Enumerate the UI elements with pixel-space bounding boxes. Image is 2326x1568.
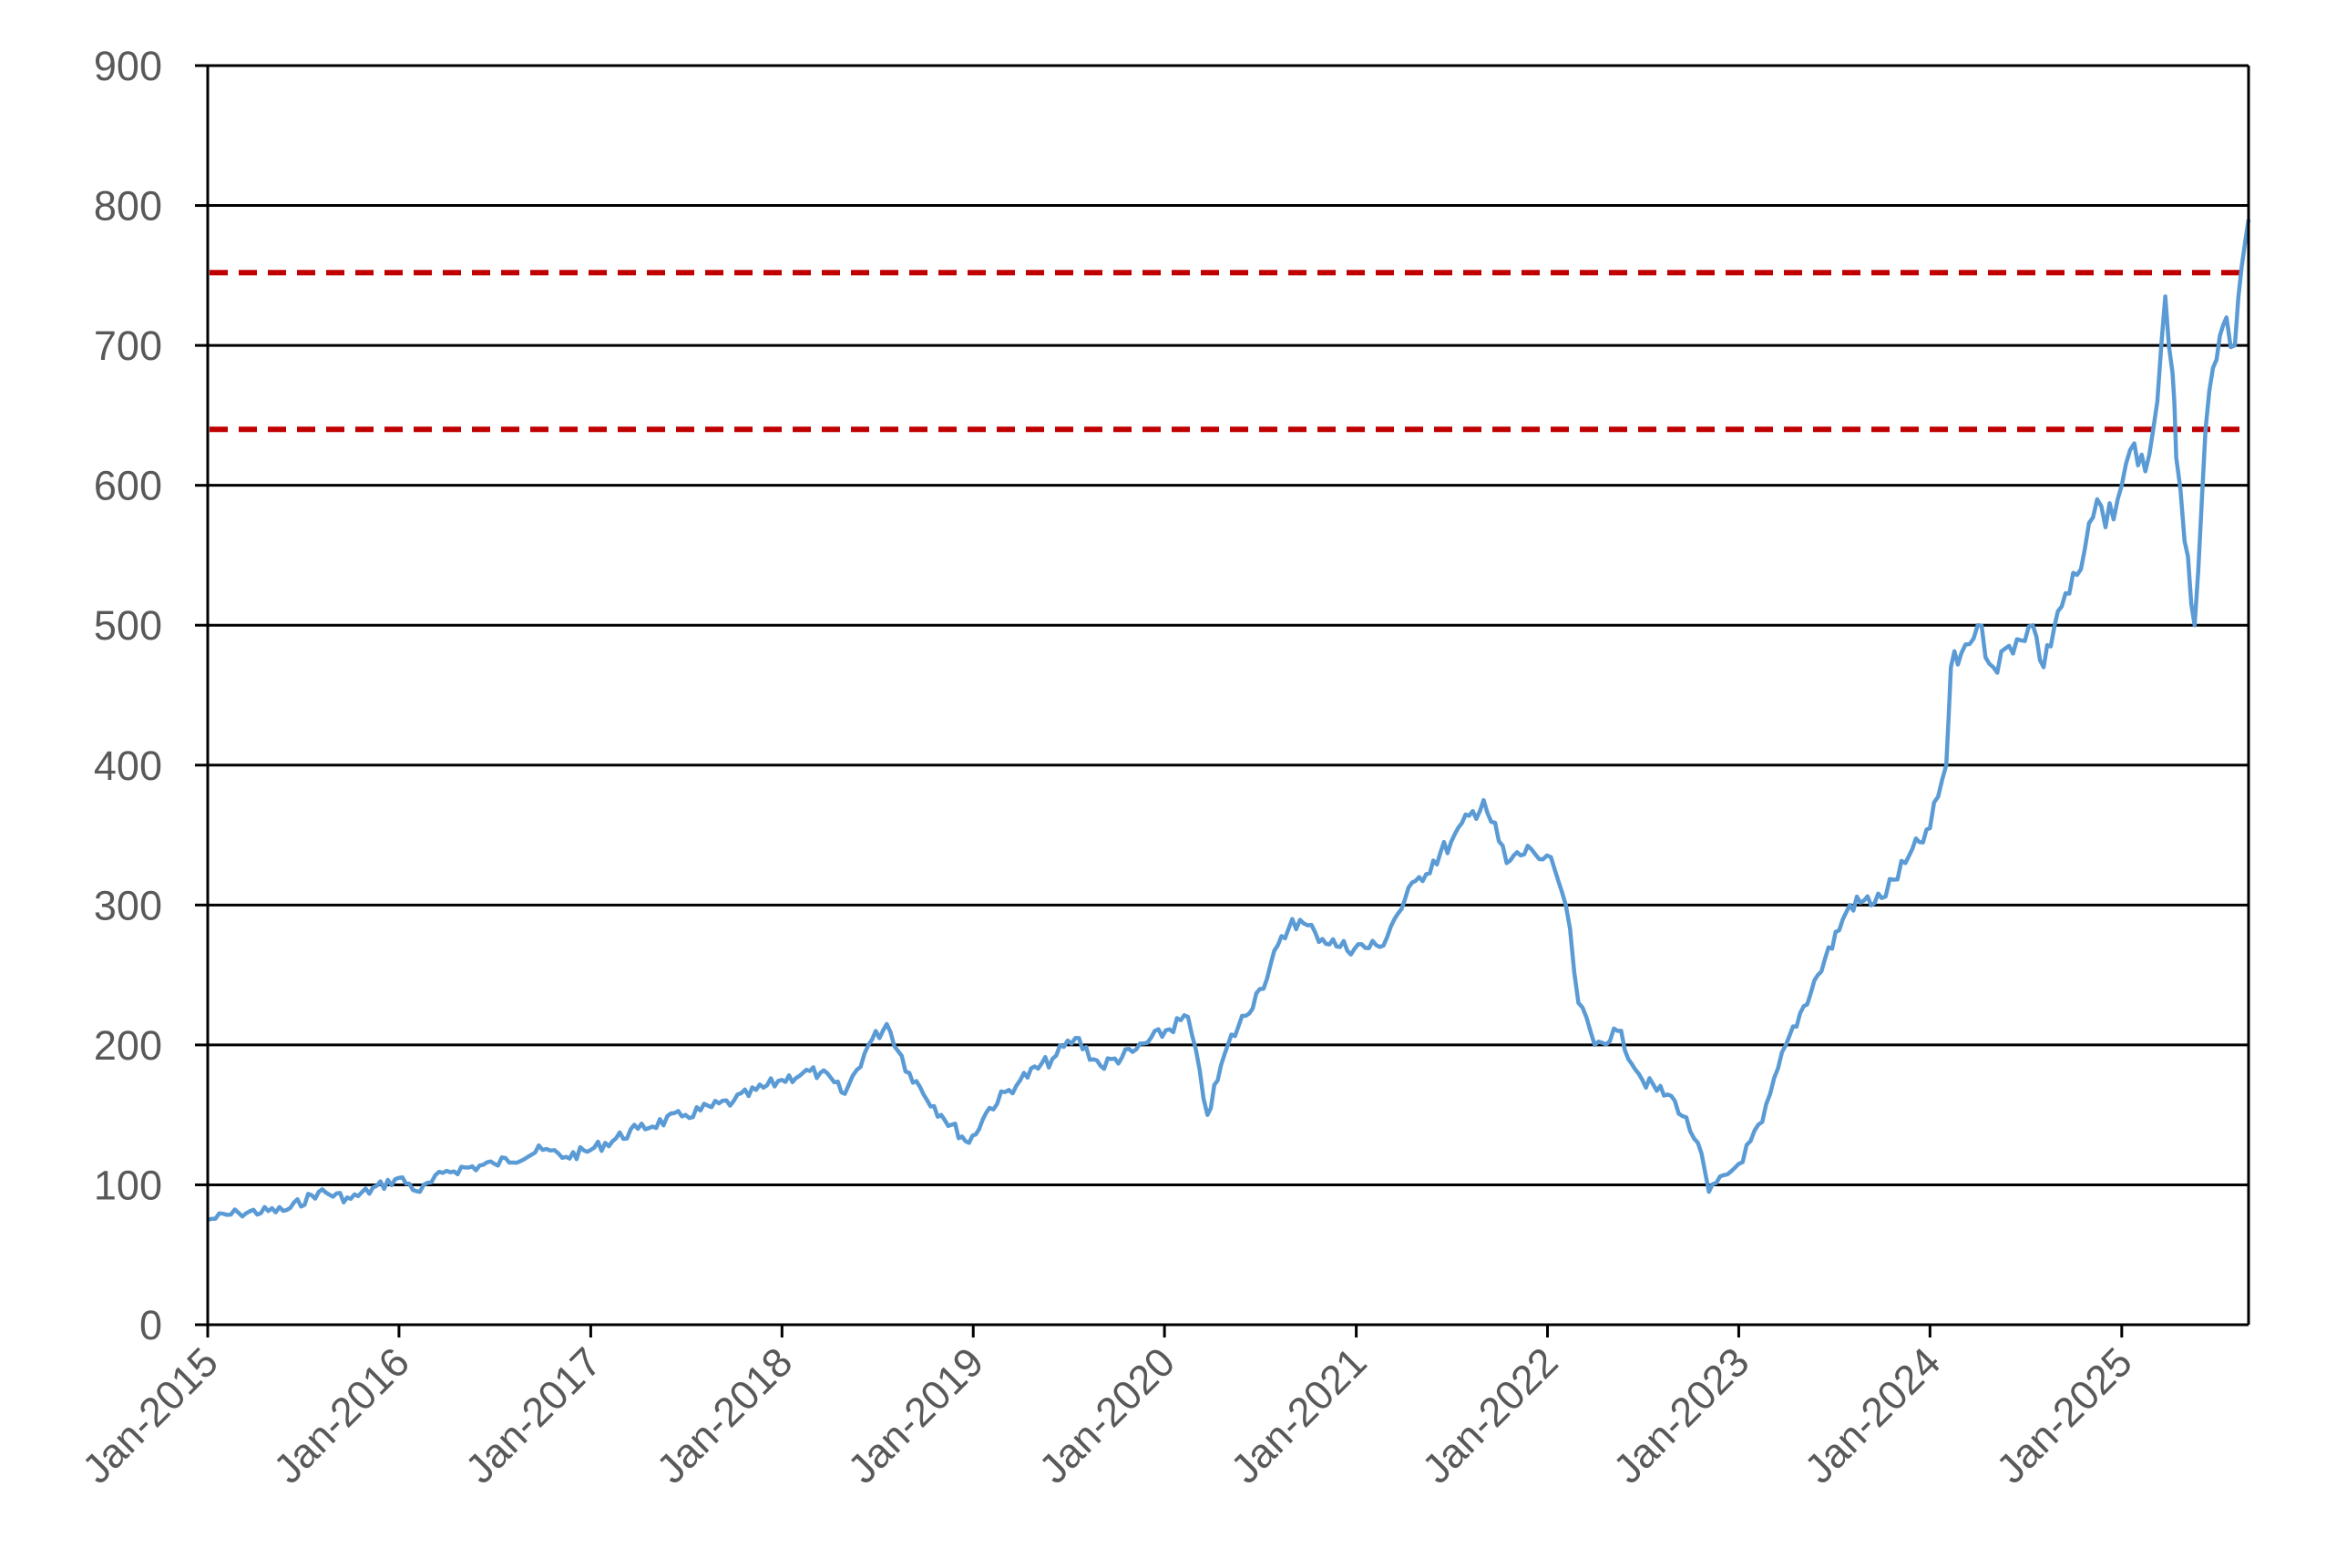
grid-lines	[208, 64, 2249, 1186]
x-tick-label: Jan-2019	[839, 1338, 993, 1492]
y-tick-label: 200	[94, 1022, 162, 1069]
x-tick-label: Jan-2021	[1222, 1338, 1376, 1492]
x-tick-label: Jan-2022	[1413, 1338, 1567, 1492]
y-tick-label: 900	[94, 43, 162, 89]
x-tick-labels: Jan-2015 Jan-2016 Jan-2017 Jan-2018 Jan-2019…	[73, 1338, 2141, 1492]
reference-lines	[210, 270, 2247, 433]
y-tick-label: 100	[94, 1162, 162, 1208]
y-tick-labels: 0 100 200 300 400 500 600 700 800 900	[94, 43, 162, 1348]
y-tick-label: 600	[94, 463, 162, 509]
series-line-0	[207, 219, 2251, 1222]
y-tick-label: 500	[94, 602, 162, 649]
series-layer	[207, 219, 2251, 1222]
x-tick-label: Jan-2017	[456, 1338, 610, 1492]
y-tick-label: 300	[94, 882, 162, 928]
y-tick-label: 800	[94, 183, 162, 230]
x-tick-label: Jan-2015	[73, 1338, 227, 1492]
x-tick-label: Jan-2023	[1604, 1338, 1758, 1492]
x-tick-label: Jan-2020	[1030, 1338, 1183, 1492]
y-tick-label: 0	[139, 1302, 162, 1348]
x-tick-label: Jan-2018	[648, 1338, 802, 1492]
x-tick-label: Jan-2016	[264, 1338, 418, 1492]
x-tick-label: Jan-2024	[1796, 1338, 1950, 1492]
x-tick-label: Jan-2025	[1987, 1338, 2141, 1492]
y-tick-label: 400	[94, 743, 162, 789]
y-tick-label: 700	[94, 323, 162, 369]
axes	[195, 64, 2250, 1337]
